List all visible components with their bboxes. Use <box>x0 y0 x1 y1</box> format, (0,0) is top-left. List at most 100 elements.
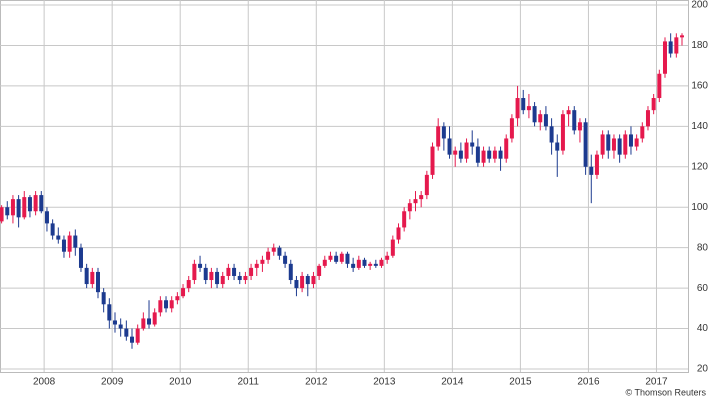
candle-body <box>56 235 61 240</box>
candle-body <box>396 227 401 240</box>
candle-body <box>566 110 571 115</box>
candle-body <box>288 263 293 281</box>
candle-body <box>538 114 543 123</box>
x-tick-label: 2010 <box>169 377 192 388</box>
candle-body <box>543 114 548 127</box>
candle-body <box>78 247 83 268</box>
candle-body <box>436 126 441 147</box>
x-tick-label: 2014 <box>441 377 464 388</box>
candle-body <box>549 126 554 143</box>
candle-body <box>226 267 231 276</box>
candle-body <box>147 318 152 325</box>
candle-body <box>84 267 89 285</box>
candle-body <box>419 195 424 200</box>
candle-body <box>634 138 639 147</box>
candle-body <box>611 138 616 151</box>
candle-body <box>356 259 361 268</box>
candle-body <box>220 275 225 285</box>
y-tick-label: 40 <box>697 323 709 334</box>
candle-body <box>583 122 588 167</box>
candle-body <box>657 73 662 99</box>
candle-body <box>322 259 327 266</box>
candle-body <box>311 275 316 285</box>
candle-body <box>339 253 344 262</box>
candle-body <box>521 98 526 111</box>
candle-body <box>67 235 72 252</box>
candle-body <box>373 263 378 266</box>
candle-body <box>192 263 197 281</box>
candle-body <box>90 271 95 285</box>
candle-body <box>0 207 4 222</box>
candle-body <box>22 197 27 218</box>
candle-body <box>283 255 288 264</box>
y-tick-label: 200 <box>691 0 708 11</box>
candle-body <box>368 263 373 266</box>
candle-body <box>328 255 333 260</box>
candle-body <box>27 197 32 212</box>
candle-body <box>560 114 565 151</box>
candle-body <box>345 253 350 264</box>
y-tick-label: 140 <box>691 121 708 132</box>
candle-body <box>5 207 10 216</box>
candle-body <box>135 328 140 343</box>
candle-body <box>169 300 174 309</box>
x-tick-label: 2008 <box>33 377 56 388</box>
candle-body <box>645 110 650 127</box>
candle-body <box>209 271 214 281</box>
candle-body <box>362 259 367 266</box>
candle-body <box>33 195 38 212</box>
candle-body <box>44 211 49 224</box>
candle-body <box>680 35 684 38</box>
candle-body <box>617 138 622 155</box>
candle-body <box>526 106 531 111</box>
candle-body <box>385 255 390 260</box>
candle-body <box>186 280 191 289</box>
candle-body <box>475 146 480 163</box>
candle-body <box>628 134 633 147</box>
source: © Thomson Reuters <box>626 387 707 397</box>
candle-body <box>215 271 220 285</box>
candle-body <box>101 292 106 305</box>
candle-body <box>407 203 412 212</box>
candle-body <box>266 251 271 260</box>
candle-body <box>651 98 656 111</box>
candle-body <box>662 41 667 74</box>
candle-body <box>164 300 169 309</box>
candle-body <box>249 267 254 276</box>
candle-body <box>294 280 299 289</box>
y-tick-label: 160 <box>691 81 708 92</box>
candle-body <box>430 146 435 175</box>
candle-body <box>509 118 514 139</box>
candle-body <box>50 223 55 236</box>
candle-body <box>577 122 582 131</box>
candle-body <box>487 150 492 159</box>
candle-body <box>594 154 599 175</box>
candle-body <box>152 312 157 325</box>
x-tick-label: 2017 <box>645 377 668 388</box>
y-tick-label: 60 <box>697 283 709 294</box>
candle-body <box>39 195 44 212</box>
y-tick-label: 20 <box>697 364 709 375</box>
candle-body <box>277 247 282 256</box>
candle-body <box>113 320 117 325</box>
candle-body <box>334 255 339 262</box>
candle-body <box>271 247 276 252</box>
candle-body <box>589 166 594 175</box>
candle-body <box>203 267 208 281</box>
x-tick-label: 2016 <box>577 377 600 388</box>
candle-body <box>515 98 520 119</box>
candle-body <box>118 324 123 329</box>
candle-body <box>175 296 180 301</box>
candle-body <box>390 239 395 256</box>
candle-body <box>10 199 15 216</box>
candle-body <box>606 134 611 151</box>
candle-body <box>470 142 475 147</box>
x-tick-label: 2009 <box>101 377 124 388</box>
candle-body <box>73 235 78 248</box>
candle-body <box>254 263 259 268</box>
candle-body <box>16 199 21 218</box>
candle-body <box>198 263 203 268</box>
candle-body <box>351 263 356 268</box>
candle-body <box>107 304 112 321</box>
